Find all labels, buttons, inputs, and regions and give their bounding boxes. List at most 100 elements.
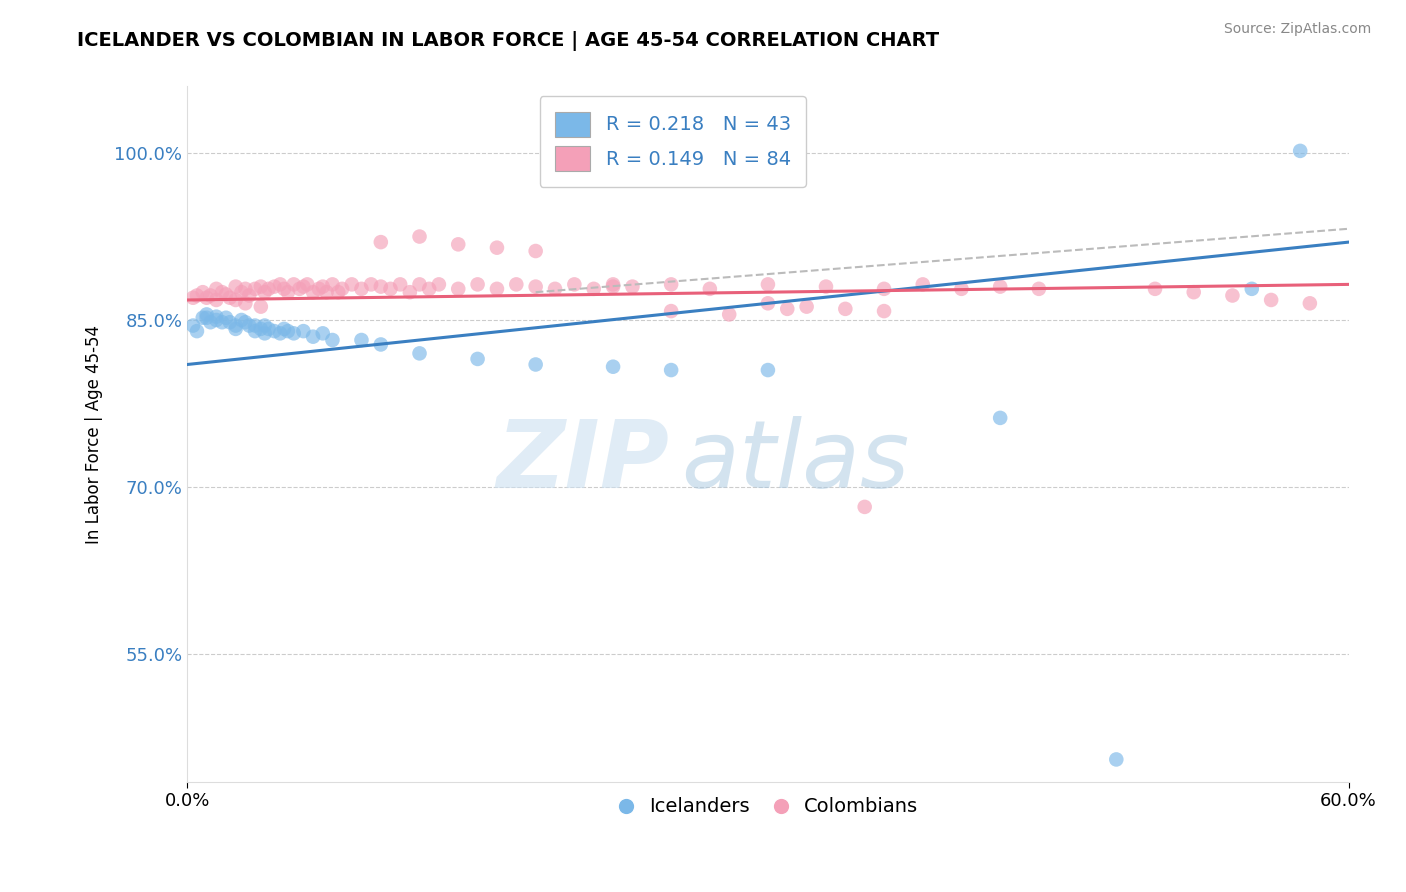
Point [302,329,325,343]
Point [238,288,260,302]
Point [243,282,266,296]
Point [1222,288,1244,302]
Point [205,310,228,324]
Point [1240,282,1263,296]
Point [195,307,218,321]
Point [205,313,228,327]
Point [191,285,214,300]
Point [225,318,247,333]
Point [238,318,260,333]
Point [253,285,276,300]
Point [312,279,335,293]
Point [269,277,291,292]
Point [250,279,273,293]
Point [283,326,305,341]
Point [1299,296,1322,310]
Point [191,310,214,325]
Point [467,277,489,292]
Point [1028,282,1050,296]
Point [215,287,238,301]
Point [225,279,247,293]
Point [211,315,233,329]
Point [231,285,253,300]
Point [350,282,373,296]
Point [621,279,644,293]
Point [602,279,624,293]
Point [1143,282,1166,296]
Point [308,282,330,296]
Point [988,279,1011,293]
Point [273,322,295,336]
Point [564,277,586,292]
Point [312,326,335,341]
Point [659,363,682,377]
Point [181,291,204,305]
Point [225,293,247,307]
Point [288,282,311,296]
Y-axis label: In Labor Force | Age 45-54: In Labor Force | Age 45-54 [86,325,103,543]
Text: ICELANDER VS COLOMBIAN IN LABOR FORCE | AGE 45-54 CORRELATION CHART: ICELANDER VS COLOMBIAN IN LABOR FORCE | … [77,31,939,51]
Point [292,324,315,338]
Point [834,301,856,316]
Point [776,301,799,316]
Point [814,279,837,293]
Point [950,282,973,296]
Point [211,285,233,300]
Point [1260,293,1282,307]
Point [524,358,547,372]
Point [505,277,527,292]
Point [602,359,624,374]
Point [418,282,440,296]
Point [269,326,291,341]
Point [243,324,266,338]
Point [370,235,392,249]
Point [225,322,247,336]
Point [447,237,470,252]
Point [277,285,299,300]
Point [250,300,273,314]
Point [485,282,508,296]
Point [659,304,682,318]
Point [408,346,430,360]
Point [911,277,934,292]
Text: atlas: atlas [681,417,910,508]
Point [257,282,280,296]
Point [321,333,343,347]
Point [756,277,779,292]
Point [218,291,240,305]
Point [297,277,319,292]
Point [853,500,876,514]
Point [253,326,276,341]
Point [215,310,238,325]
Point [524,244,547,258]
Point [315,285,337,300]
Point [408,229,430,244]
Point [796,300,818,314]
Point [485,241,508,255]
Point [756,363,779,377]
Point [195,291,218,305]
Point [253,318,276,333]
Text: ZIP: ZIP [496,416,669,508]
Point [873,304,896,318]
Point [243,318,266,333]
Point [263,324,285,338]
Point [350,333,373,347]
Point [602,277,624,292]
Point [873,282,896,296]
Point [544,282,567,296]
Point [370,279,392,293]
Point [233,296,256,310]
Point [263,279,285,293]
Point [467,351,489,366]
Point [524,279,547,293]
Point [200,315,222,329]
Point [233,315,256,329]
Point [195,310,218,325]
Point [186,324,208,338]
Point [340,277,363,292]
Point [321,277,343,292]
Point [447,282,470,296]
Point [292,279,315,293]
Point [1182,285,1205,300]
